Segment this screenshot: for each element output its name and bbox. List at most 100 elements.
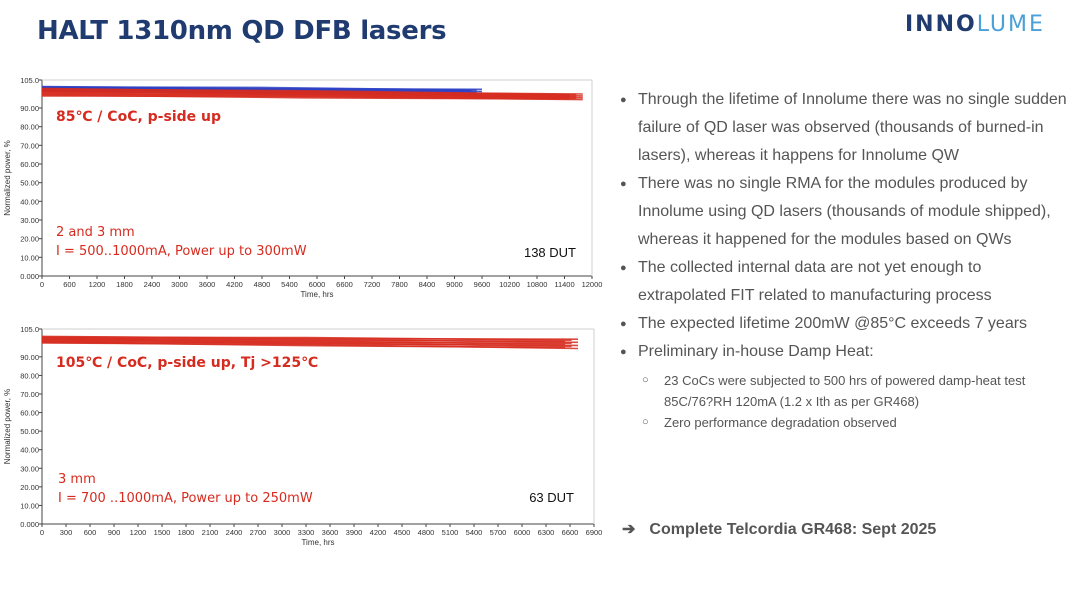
x-tick-label: 12000 bbox=[582, 280, 603, 289]
series-group bbox=[41, 335, 579, 350]
x-tick-label: 10200 bbox=[499, 280, 520, 289]
series-group bbox=[41, 85, 583, 101]
y-tick-label: 50.00 bbox=[20, 427, 39, 436]
x-tick-label: 7800 bbox=[391, 280, 408, 289]
x-axis-label: Time, hrs bbox=[301, 538, 334, 547]
y-tick-label: 60.00 bbox=[20, 160, 39, 169]
y-tick-label: 70.00 bbox=[20, 141, 39, 150]
series-line-blue-devices bbox=[41, 86, 477, 91]
dut-count-label: 63 DUT bbox=[529, 490, 574, 505]
x-tick-label: 8400 bbox=[419, 280, 436, 289]
x-tick-label: 4800 bbox=[418, 528, 435, 537]
x-tick-label: 6600 bbox=[562, 528, 579, 537]
series-line-red-devices bbox=[41, 95, 583, 101]
dut-count-label: 138 DUT bbox=[524, 245, 576, 260]
x-tick-label: 3600 bbox=[199, 280, 216, 289]
x-tick-label: 600 bbox=[84, 528, 97, 537]
series-line-red-devices bbox=[41, 337, 579, 344]
sub-bullet-item: 23 CoCs were subjected to 500 hrs of pow… bbox=[620, 370, 1070, 412]
x-tick-label: 1200 bbox=[130, 528, 147, 537]
x-tick-label: 2400 bbox=[226, 528, 243, 537]
y-tick-label: 50.00 bbox=[20, 179, 39, 188]
sub-bullet-item: Zero performance degradation observed bbox=[620, 412, 1070, 433]
logo-text-lume: LUME bbox=[976, 12, 1045, 37]
size-annotation: 3 mm bbox=[58, 472, 96, 487]
y-tick-label: 80.00 bbox=[20, 371, 39, 380]
footer-text: Complete Telcordia GR468: Sept 2025 bbox=[649, 521, 937, 538]
x-tick-label: 5400 bbox=[281, 280, 298, 289]
y-tick-label: 90.00 bbox=[20, 104, 39, 113]
y-tick-label: 10.00 bbox=[20, 501, 39, 510]
x-tick-label: 1800 bbox=[116, 280, 133, 289]
x-tick-label: 6900 bbox=[586, 528, 603, 537]
arrow-right-icon: ➔ bbox=[622, 521, 636, 538]
x-tick-label: 1800 bbox=[178, 528, 195, 537]
x-tick-label: 3300 bbox=[298, 528, 315, 537]
x-tick-label: 4800 bbox=[254, 280, 271, 289]
x-tick-label: 2400 bbox=[144, 280, 161, 289]
size-annotation: 2 and 3 mm bbox=[56, 225, 135, 240]
current-annotation: I = 500..1000mA, Power up to 300mW bbox=[56, 244, 307, 259]
y-tick-label: 60.00 bbox=[20, 409, 39, 418]
halt-105c-chart: 0.000 10.00 20.00 30.00 40.00 50.00 60.00 70.00… bbox=[3, 325, 603, 547]
logo-text-inno: INNO bbox=[905, 12, 977, 37]
series-line-red-devices bbox=[41, 339, 566, 346]
y-tick-label: 20.00 bbox=[20, 483, 39, 492]
x-tick-label: 0 bbox=[40, 280, 44, 289]
x-tick-label: 9000 bbox=[446, 280, 463, 289]
x-tick-label: 5700 bbox=[490, 528, 507, 537]
bullet-item: The expected lifetime 200mW @85°C exceed… bbox=[620, 310, 1070, 338]
x-tick-label: 6600 bbox=[336, 280, 353, 289]
condition-annotation: 85℃ / CoC, p-side up bbox=[56, 109, 221, 125]
series-line-red-devices bbox=[41, 336, 572, 341]
x-tick-label: 4500 bbox=[394, 528, 411, 537]
x-tick-label: 5400 bbox=[466, 528, 483, 537]
x-tick-label: 5100 bbox=[442, 528, 459, 537]
innolume-logo: INNOLUME bbox=[905, 12, 1045, 37]
x-tick-label: 3000 bbox=[274, 528, 291, 537]
bullet-item: Through the lifetime of Innolume there w… bbox=[620, 86, 1070, 170]
x-tick-label: 11400 bbox=[554, 280, 574, 289]
x-tick-label: 1500 bbox=[154, 528, 171, 537]
bullet-list: Through the lifetime of Innolume there w… bbox=[620, 86, 1070, 433]
x-tick-label: 0 bbox=[40, 528, 44, 537]
bullet-item: The collected internal data are not yet … bbox=[620, 254, 1070, 310]
x-tick-label: 2700 bbox=[250, 528, 267, 537]
series-line-red-devices bbox=[41, 91, 570, 98]
bullet-item: Preliminary in-house Damp Heat: bbox=[620, 338, 1070, 366]
y-tick-label: 20.00 bbox=[20, 235, 39, 244]
y-tick-label: 105.0 bbox=[20, 76, 39, 85]
y-axis-label: Normalized power, % bbox=[3, 140, 12, 216]
y-tick-label: 40.00 bbox=[20, 197, 39, 206]
y-tick-label: 30.00 bbox=[20, 216, 39, 225]
x-tick-label: 1200 bbox=[89, 280, 106, 289]
y-tick-label: 90.00 bbox=[20, 353, 39, 362]
x-tick-label: 7200 bbox=[364, 280, 381, 289]
y-tick-label: 105.0 bbox=[20, 325, 39, 334]
series-line-blue-devices bbox=[41, 87, 483, 93]
x-tick-label: 4200 bbox=[226, 280, 243, 289]
series-line-red-devices bbox=[41, 340, 572, 348]
x-tick-label: 2100 bbox=[202, 528, 219, 537]
x-tick-label: 3900 bbox=[346, 528, 363, 537]
condition-annotation: 105℃ / CoC, p-side up, Tj >125℃ bbox=[56, 355, 318, 371]
x-tick-label: 6300 bbox=[538, 528, 555, 537]
x-tick-label: 9600 bbox=[474, 280, 491, 289]
y-axis-label: Normalized power, % bbox=[3, 389, 12, 465]
x-tick-label: 6000 bbox=[309, 280, 326, 289]
series-line-red-devices bbox=[41, 342, 579, 350]
current-annotation: I = 700 ..1000mA, Power up to 250mW bbox=[58, 491, 313, 506]
y-tick-label: 0.000 bbox=[20, 520, 39, 529]
y-tick-label: 80.00 bbox=[20, 123, 39, 132]
y-tick-label: 70.00 bbox=[20, 390, 39, 399]
y-tick-label: 0.000 bbox=[20, 272, 39, 281]
x-axis-label: Time, hrs bbox=[300, 290, 333, 299]
x-tick-label: 600 bbox=[63, 280, 76, 289]
series-line-red-devices bbox=[41, 93, 577, 100]
y-tick-label: 40.00 bbox=[20, 446, 39, 455]
halt-85c-chart: 0.000 10.00 20.00 30.00 40.00 50.00 60.00 70.00… bbox=[3, 76, 603, 299]
bullet-item: There was no single RMA for the modules … bbox=[620, 170, 1070, 254]
footer-note: ➔ Complete Telcordia GR468: Sept 2025 bbox=[622, 519, 936, 539]
x-tick-label: 10800 bbox=[527, 280, 548, 289]
y-tick-label: 10.00 bbox=[20, 253, 39, 262]
